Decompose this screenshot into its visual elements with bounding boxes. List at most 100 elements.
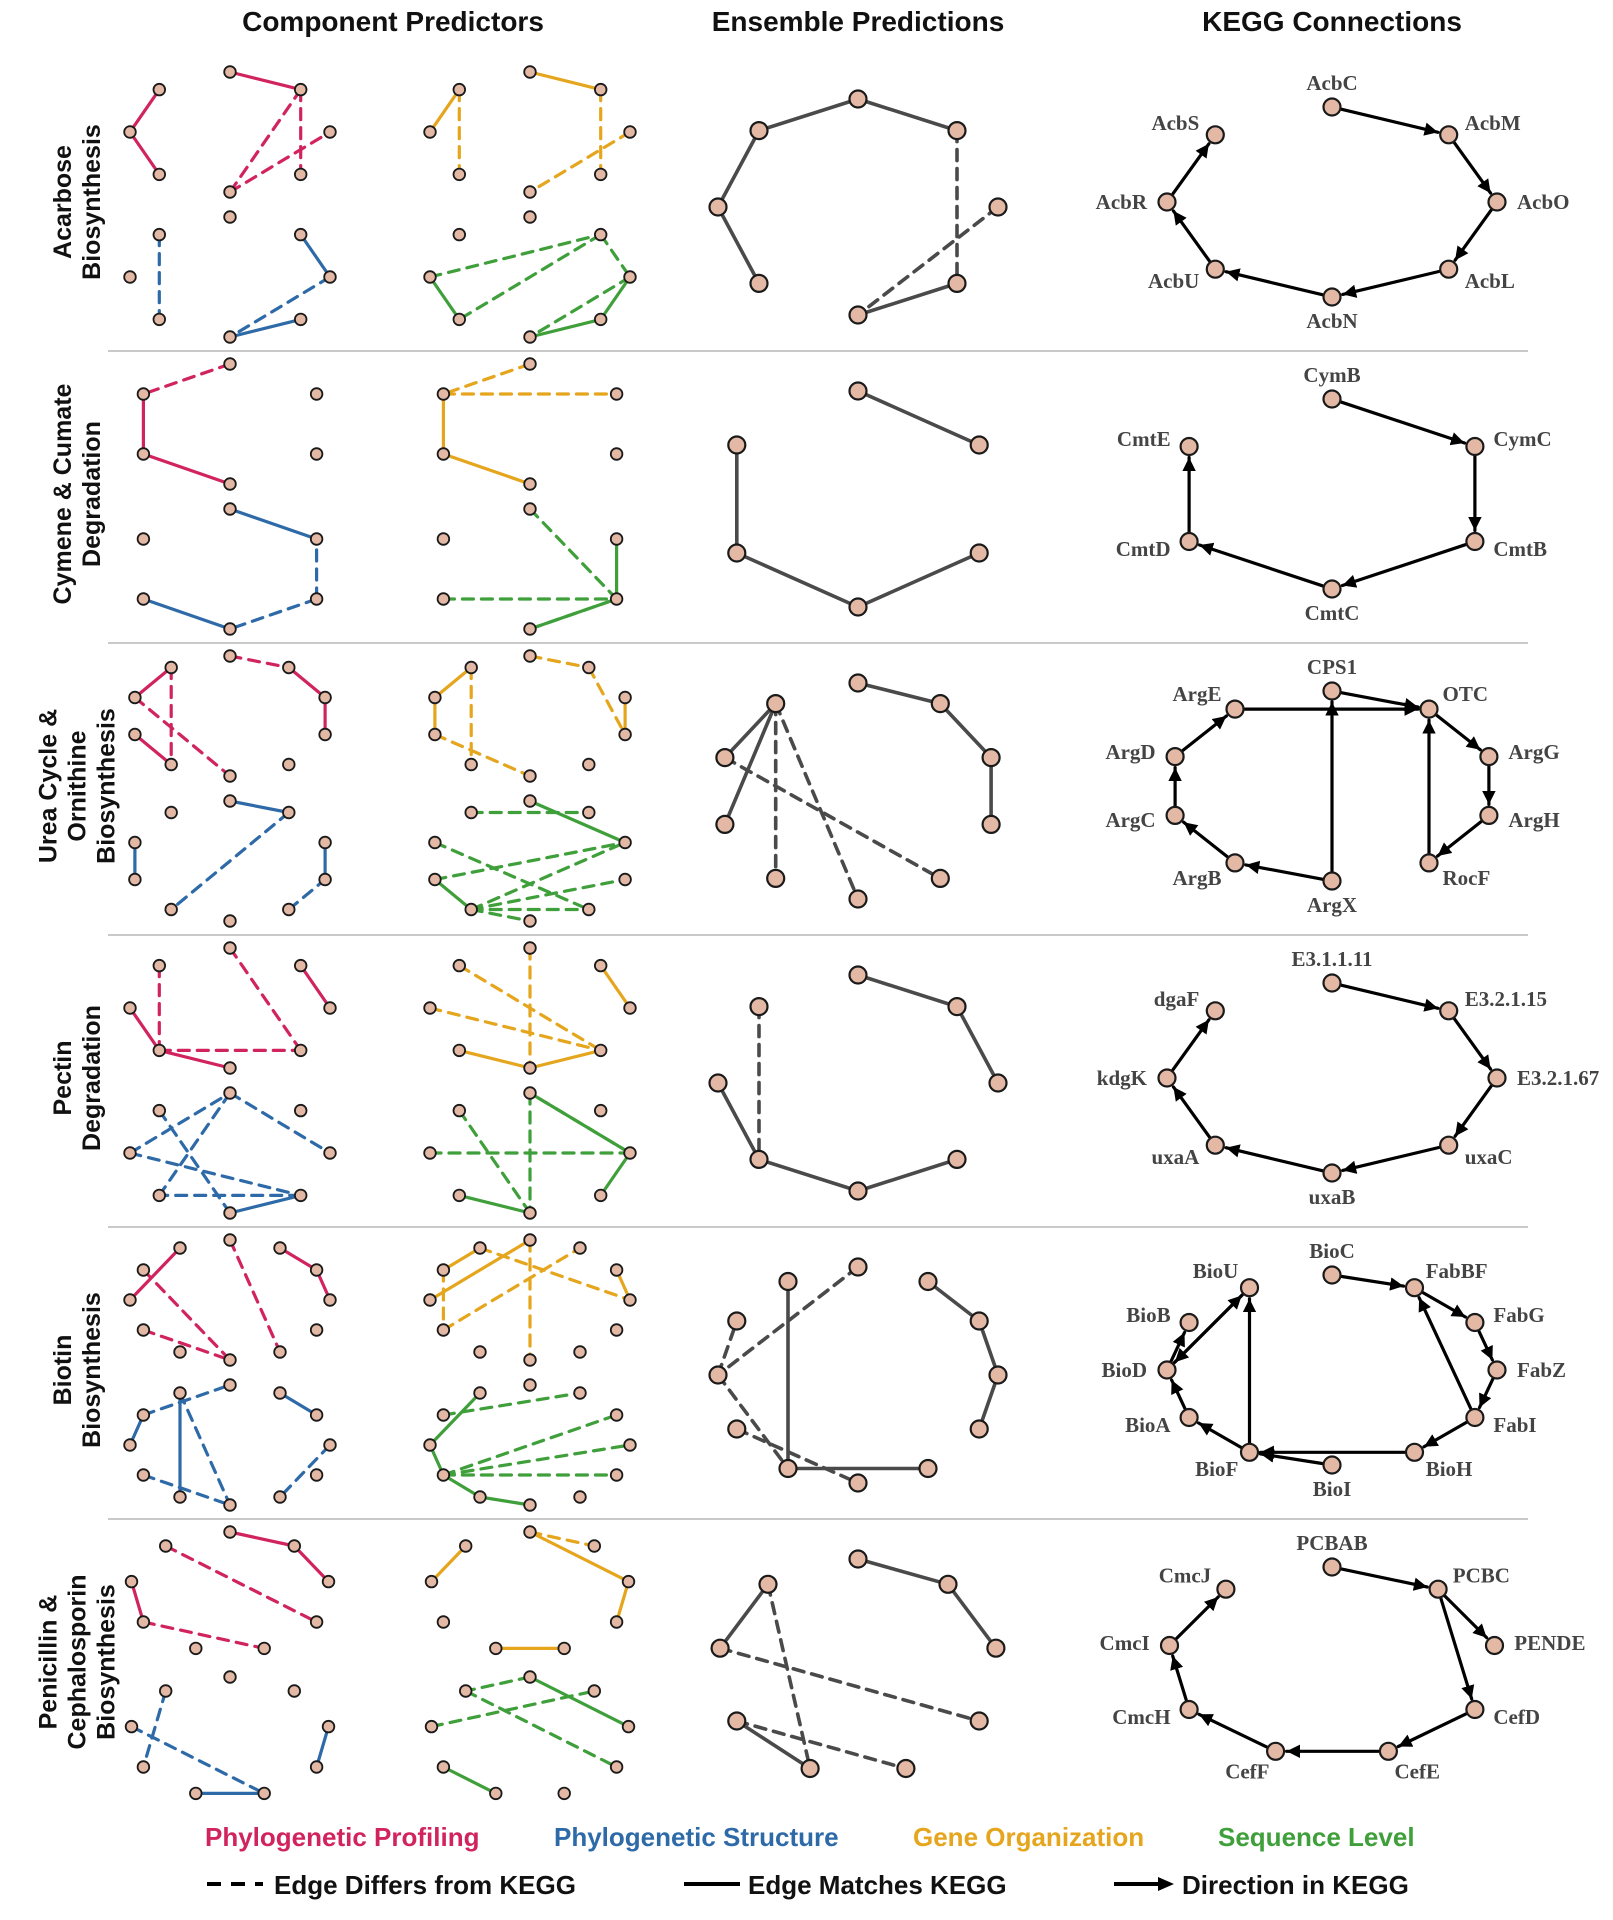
predictor-edge-dashed [457,233,603,321]
predictor-node [428,727,442,742]
predictor-edge-dashed [228,130,332,194]
predictor-graph-sl [423,1086,637,1220]
predictor-node [309,1615,324,1629]
predictor-node [223,65,237,79]
ensemble-node [969,1311,989,1331]
predictor-node [123,1293,137,1307]
predictor-node [423,1293,437,1307]
predictor-node [294,82,308,97]
kegg-directed-edge [1422,1420,1468,1449]
ensemble-edge-solid [757,97,860,133]
ensemble-node [848,673,868,693]
predictor-node [223,1061,237,1075]
kegg-node [1428,1579,1448,1599]
kegg-node [1205,125,1225,145]
predictor-edge-solid [528,1530,631,1584]
kegg-directed-edge [1171,209,1212,263]
kegg-node [1487,1068,1507,1088]
kegg-node-label: PCBC [1453,1564,1510,1588]
predictor-edge-dashed [464,1689,619,1769]
predictor-node [523,622,537,636]
predictor-edge-dashed [228,946,303,1053]
kegg-directed-edge [1341,1145,1441,1174]
ensemble-edge-solid [856,551,982,609]
kegg-node-label: E3.2.1.15 [1465,987,1547,1011]
predictor-edge-solid [287,665,327,700]
predictor-edge-dashed [141,1268,232,1362]
kegg-directed-edge [1477,1329,1495,1362]
predictor-edge-solid [428,275,461,321]
predictor-edge-solid [428,1238,532,1302]
predictor-graph-sl [428,794,632,928]
row-separator [108,642,1528,644]
kegg-node-label: FabBF [1426,1259,1488,1283]
kegg-node [1465,1699,1485,1720]
ensemble-edge-dashed [734,1719,908,1771]
kegg-node-label: CefD [1493,1705,1540,1729]
predictor-node [609,1323,624,1337]
kegg-node [1465,436,1485,457]
predictor-graph-go [436,357,624,491]
ensemble-node [848,89,868,109]
predictor-edge-solid [292,1544,331,1584]
ensemble-node [715,814,735,835]
predictor-edge-dashed [464,1675,532,1693]
kegg-directed-edge [1421,1291,1468,1319]
predictor-edge-dashed [169,810,291,912]
pathway-row: CymB CymC CmtB CmtC CmtD CmtE [136,357,1552,636]
predictor-graph-pp [123,1233,337,1367]
kegg-node [1265,1741,1286,1761]
kegg-node [1179,1699,1199,1720]
kegg-node-label: E3.2.1.67 [1517,1066,1599,1090]
ensemble-edge-solid [716,128,761,209]
ensemble-node [800,1758,820,1779]
ensemble-node [930,868,950,889]
predictor-node [618,690,632,705]
ensemble-edge-solid [716,205,761,286]
predictor-edge-dashed [129,1724,266,1796]
predictor-graph-sl [423,210,637,344]
row-separator [108,1518,1528,1520]
predictor-node [152,958,167,973]
predictor-node [282,902,296,917]
ensemble-node [981,814,1001,835]
predictor-node [321,1719,336,1734]
predictor-node [136,1263,151,1277]
predictor-edge-solid [228,799,291,815]
predictor-edge-dashed [469,840,627,912]
predictor-node [323,1146,337,1160]
predictor-node [323,1293,337,1307]
predictor-node [223,1233,237,1247]
kegg-node [1479,746,1499,767]
predictor-node [609,447,624,461]
predictor-node [173,1386,187,1400]
ensemble-edge-solid [757,1157,860,1193]
predictor-edge-solid [228,1193,303,1215]
kegg-node [1465,1407,1485,1428]
ensemble-node [918,1458,938,1479]
ensemble-edge-dashed [773,701,860,901]
predictor-node [423,1438,437,1452]
kegg-node-label: BioD [1101,1358,1147,1382]
predictor-node [223,941,237,955]
ensemble-node [896,1758,916,1779]
predictor-node [152,312,167,327]
ensemble-edge-solid [946,1582,998,1650]
predictor-edge-solid [441,1246,482,1272]
predictor-edge-dashed [164,1544,319,1624]
kegg-node-label: BioA [1125,1413,1171,1437]
kegg-node-label: ArgE [1173,682,1222,706]
kegg-node [1322,1557,1342,1577]
predictor-node [189,1786,203,1801]
kegg-node [1439,259,1459,279]
predictor-node [282,660,296,675]
ensemble-graph [708,1257,1008,1493]
predictor-edge-dashed [457,963,603,1053]
predictor-graph-ps [124,1670,336,1801]
kegg-directed-edge [1258,1449,1324,1466]
ensemble-node [749,273,769,293]
predictor-edge-dashed [287,877,327,912]
kegg-node-label: uxaC [1465,1145,1513,1169]
